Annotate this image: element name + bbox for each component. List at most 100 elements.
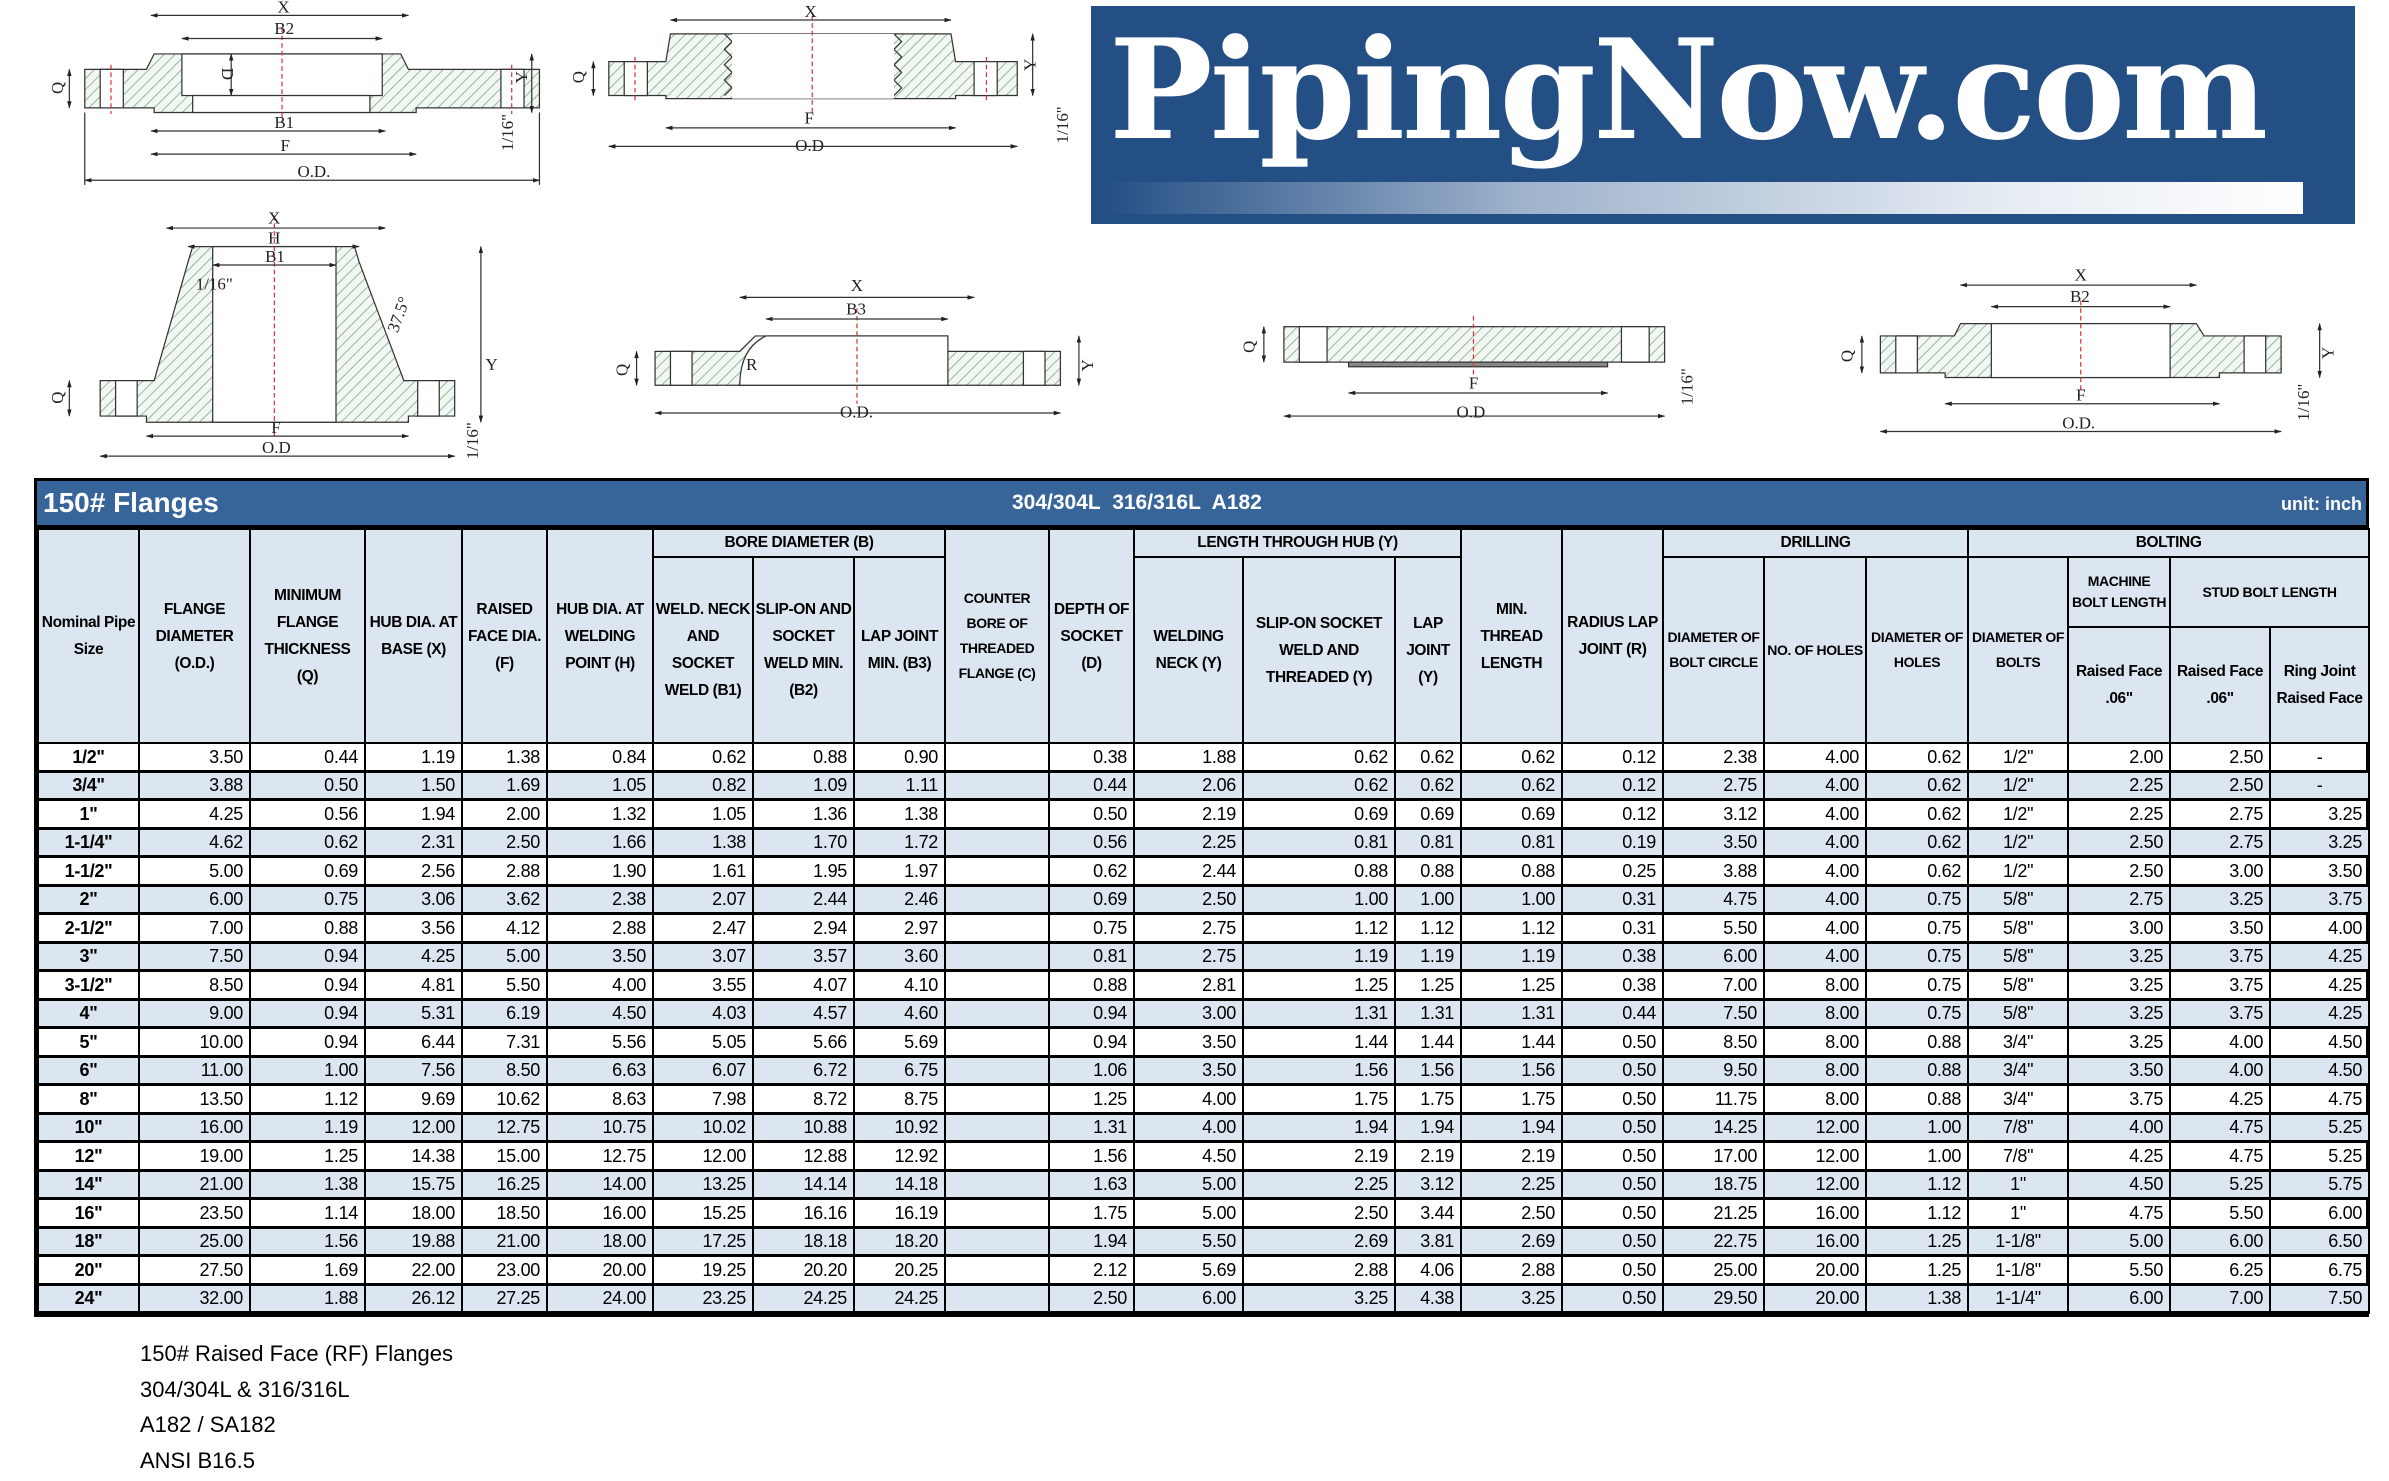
label-angle: 37.5° — [384, 294, 414, 335]
table-cell: 8.50 — [138, 970, 251, 1001]
label-raised-face: 1/16" — [2294, 384, 2313, 421]
table-cell: 21.00 — [461, 1227, 548, 1257]
table-cell: 3.25 — [2067, 1027, 2172, 1058]
table-cell — [944, 999, 1051, 1029]
table-cell: 16.16 — [752, 1198, 855, 1229]
table-row: 4" 9.00 0.94 5.31 6.19 4.50 4.03 4.57 4.60 0.94 3.… — [37, 999, 2371, 1029]
table-cell: 10.62 — [461, 1084, 548, 1115]
label-od: O.D — [795, 136, 824, 155]
table-cell: 12.00 — [1763, 1113, 1868, 1143]
table-cell: 2.25 — [1242, 1170, 1397, 1200]
table-cell: 3/4" — [1967, 1084, 2070, 1115]
table-cell: 3.00 — [2169, 856, 2272, 887]
table-cell: 1/2" — [1967, 799, 2070, 830]
table-cell: 2.25 — [1133, 828, 1245, 858]
label-f: F — [271, 418, 280, 437]
table-cell: 15.25 — [652, 1198, 754, 1229]
label-od: O.D — [262, 438, 291, 457]
table-cell: 0.31 — [1561, 913, 1665, 944]
label-q: Q — [1240, 341, 1259, 353]
table-cell — [944, 1027, 1051, 1058]
cell-pipe-size: 1-1/4" — [37, 828, 140, 858]
table-cell: 4.00 — [1763, 828, 1868, 858]
label-y: Y — [512, 71, 531, 83]
table-cell: 6.19 — [461, 999, 548, 1029]
table-cell: 7.56 — [364, 1056, 463, 1086]
table-cell: 3.06 — [364, 885, 463, 915]
table-cell: 0.50 — [1561, 1198, 1665, 1229]
table-cell: 6.00 — [2169, 1227, 2272, 1257]
table-cell: 24.00 — [546, 1284, 654, 1314]
col-min-flange-thickness: MINIMUM FLANGE THICKNESS (Q) — [249, 528, 366, 744]
table-cell: 0.82 — [652, 771, 754, 801]
table-cell: 1.75 — [1394, 1084, 1463, 1115]
table-cell: 3.88 — [138, 771, 251, 801]
table-cell — [944, 1056, 1051, 1086]
group-drilling: DRILLING — [1662, 528, 1970, 558]
label-f: F — [805, 108, 814, 127]
table-cell: 8.00 — [1763, 1056, 1868, 1086]
table-cell: 2.25 — [1460, 1170, 1564, 1200]
table-cell — [944, 1227, 1051, 1257]
table-cell: 7.98 — [652, 1084, 754, 1115]
table-cell: 12.88 — [752, 1141, 855, 1172]
col-min-thread-length: MIN. THREAD LENGTH — [1460, 528, 1564, 744]
cell-pipe-size: 3" — [37, 942, 140, 972]
table-cell: 0.88 — [249, 913, 366, 944]
table-cell: 0.90 — [852, 743, 947, 773]
table-cell: 3.50 — [138, 743, 251, 773]
table-cell: 4.12 — [461, 913, 548, 944]
table-cell: 20.00 — [546, 1255, 654, 1286]
table-cell: 0.62 — [652, 743, 754, 773]
table-cell: 0.81 — [1394, 828, 1463, 858]
table-cell: 5.05 — [652, 1027, 754, 1058]
table-cell — [944, 856, 1051, 887]
table-cell: 1.05 — [546, 771, 654, 801]
table-cell: 2.50 — [1133, 885, 1245, 915]
table-cell: 2.75 — [1133, 942, 1245, 972]
table-cell: 0.81 — [1460, 828, 1564, 858]
table-cell: 6.75 — [2269, 1255, 2371, 1286]
table-cell: 1.38 — [652, 828, 754, 858]
table-cell: 3.75 — [2169, 999, 2272, 1029]
table-cell: 0.84 — [546, 743, 654, 773]
table-cell: 7.00 — [2169, 1284, 2272, 1314]
cell-pipe-size: 14" — [37, 1170, 140, 1200]
table-cell: 1.95 — [752, 856, 855, 887]
table-cell: 0.62 — [1242, 743, 1397, 773]
table-cell: 0.75 — [1865, 913, 1970, 944]
diagram-blind-flange — [1261, 315, 1666, 419]
table-cell: 5.50 — [461, 970, 548, 1001]
table-cell: 3.44 — [1394, 1198, 1463, 1229]
table-row: 8" 13.50 1.12 9.69 10.62 8.63 7.98 8.72 8.75 1.25… — [37, 1084, 2371, 1115]
cell-pipe-size: 1-1/2" — [37, 856, 140, 887]
table-cell: 1.75 — [1242, 1084, 1397, 1115]
table-cell: 5/8" — [1967, 999, 2070, 1029]
table-cell: 1.94 — [364, 799, 463, 830]
table-cell: 10.92 — [852, 1113, 947, 1143]
table-cell: 6.50 — [2269, 1227, 2371, 1257]
table-cell: 2.75 — [1133, 913, 1245, 944]
table-cell — [944, 1141, 1051, 1172]
table-row: 3-1/2" 8.50 0.94 4.81 5.50 4.00 3.55 4.07 4.10 0.… — [37, 970, 2371, 1001]
table-cell: 3.50 — [1662, 828, 1766, 858]
table-cell: 20.25 — [852, 1255, 947, 1286]
table-cell: 1.38 — [249, 1170, 366, 1200]
label-b2: B2 — [274, 19, 294, 38]
table-cell: 27.50 — [138, 1255, 251, 1286]
table-cell: 0.69 — [1048, 885, 1136, 915]
table-cell: 0.69 — [1394, 799, 1463, 830]
table-cell: 2.88 — [461, 856, 548, 887]
label-y: Y — [1078, 359, 1097, 371]
table-cell: 2.75 — [2169, 799, 2272, 830]
table-cell: 8.75 — [852, 1084, 947, 1115]
table-cell: 2.50 — [461, 828, 548, 858]
table-cell: 2.69 — [1460, 1227, 1564, 1257]
table-cell: 1.12 — [1865, 1170, 1970, 1200]
table-cell: 1.12 — [1242, 913, 1397, 944]
table-cell: 0.38 — [1561, 970, 1665, 1001]
table-cell: 5.50 — [2169, 1198, 2272, 1229]
table-cell: - — [2269, 743, 2371, 773]
table-cell: 0.12 — [1561, 799, 1665, 830]
table-cell: 1.25 — [1865, 1255, 1970, 1286]
